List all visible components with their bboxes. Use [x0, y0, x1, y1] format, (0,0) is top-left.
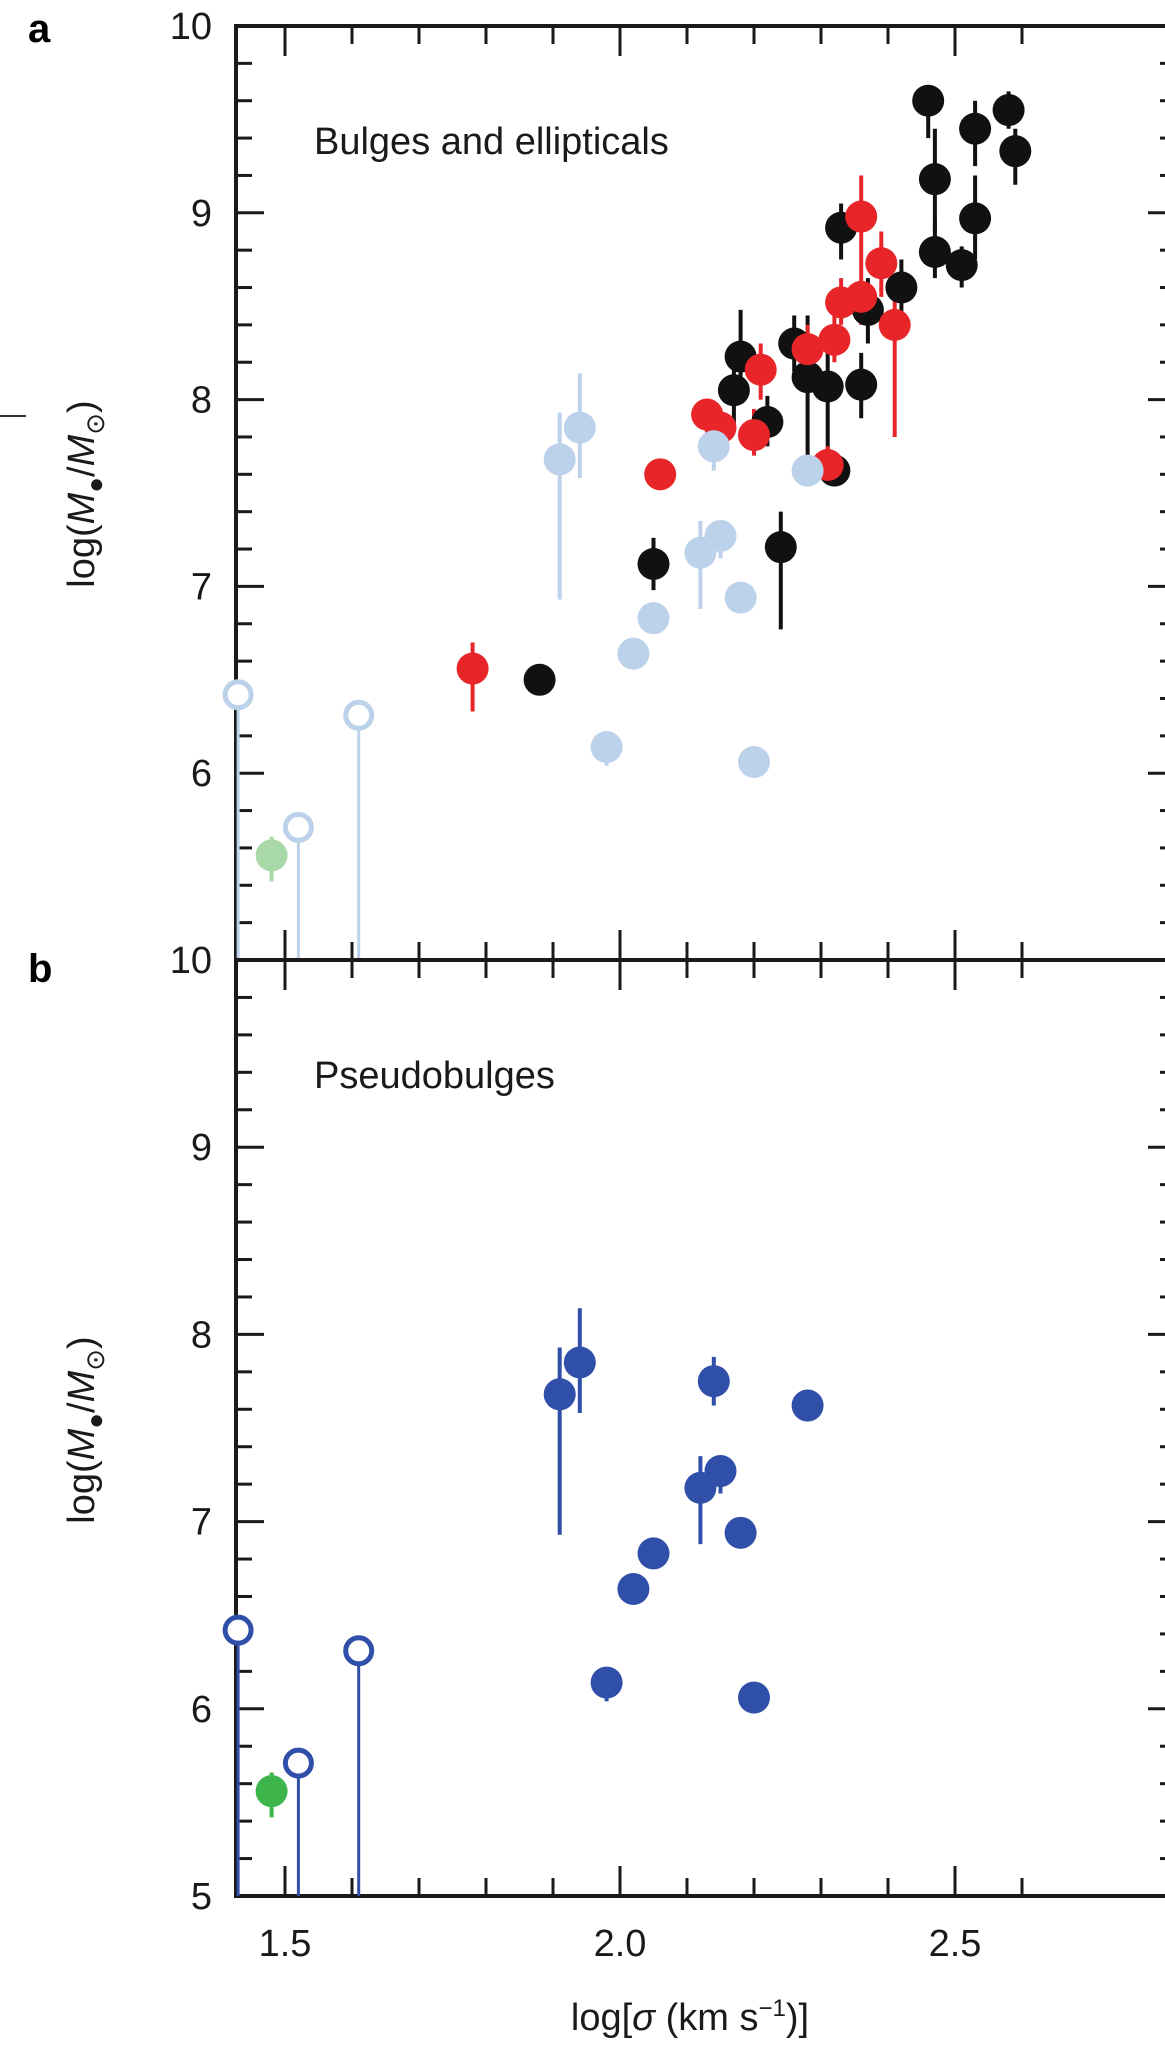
panel-a-letter: a: [28, 7, 51, 51]
panel-a-ticks: [236, 24, 1165, 962]
data-point: [918, 163, 951, 196]
data-point: [590, 731, 623, 764]
data-point: [543, 443, 576, 476]
data-point: [637, 547, 670, 580]
panel-a-y-axis-title: log(M●/M⊙): [61, 400, 110, 587]
data-point-open: [222, 679, 254, 711]
panel-b-points: [222, 1346, 824, 1808]
data-point: [563, 1346, 596, 1379]
y-tick-label: 8: [191, 380, 212, 422]
panel-b-plot-area: [234, 958, 1165, 1898]
panel-b-letter: b: [28, 947, 52, 991]
data-point: [738, 745, 770, 778]
data-point: [845, 368, 878, 401]
data-point: [845, 280, 878, 313]
panel-a-plot-area: [234, 24, 1165, 962]
panel-b-y-axis-title: log(M●/M⊙): [61, 1336, 110, 1523]
x-tick-label: 2.0: [594, 1923, 647, 1965]
data-point: [456, 652, 489, 685]
data-point: [791, 454, 824, 487]
data-point: [704, 1455, 737, 1488]
data-point-open: [282, 1747, 314, 1779]
data-point: [717, 374, 750, 407]
y-tick-label: 9: [191, 1127, 212, 1169]
data-point: [959, 202, 992, 235]
data-point: [811, 370, 844, 403]
data-point-open: [282, 811, 314, 843]
data-point: [724, 1516, 757, 1549]
data-point: [791, 333, 824, 366]
data-point: [644, 458, 677, 491]
panel-a-error-bars: [236, 91, 1018, 960]
data-point: [563, 411, 596, 444]
panel-a-y-tick-labels: 6 7 8 9 10: [170, 6, 212, 795]
panel-a-points: [222, 84, 1032, 872]
data-point: [818, 323, 851, 356]
panel-b-x-axis-title: log[σ (km s−1)]: [571, 1995, 809, 2039]
data-point: [704, 519, 737, 552]
data-point: [918, 236, 951, 269]
data-point: [543, 1378, 576, 1411]
data-point-open: [343, 1635, 375, 1667]
data-point: [617, 637, 650, 670]
x-tick-label: 2.5: [929, 1923, 982, 1965]
x-tick-label: 1.5: [259, 1923, 312, 1965]
data-point: [744, 353, 777, 386]
data-point: [697, 1365, 730, 1398]
data-point: [999, 135, 1032, 168]
data-point: [637, 1537, 670, 1570]
data-point: [992, 94, 1025, 127]
y-tick-label: 6: [191, 1689, 212, 1731]
y-tick-label: 7: [191, 1502, 212, 1544]
y-tick-label: 7: [191, 566, 212, 608]
data-point: [885, 271, 918, 304]
y-tick-label: 10: [170, 940, 212, 982]
y-tick-label: 5: [191, 1876, 212, 1918]
data-point: [637, 602, 670, 635]
data-point: [255, 839, 288, 872]
data-point: [865, 247, 898, 280]
panel-b-annotation: Pseudobulges: [314, 1055, 555, 1097]
data-point: [845, 200, 878, 233]
y-tick-label: 8: [191, 1314, 212, 1356]
data-point: [878, 308, 911, 341]
data-point: [617, 1572, 650, 1605]
panel-a: a 6 7 8 9 10 Bulges and ellipticals log(M●/M…: [28, 6, 1165, 962]
data-point: [738, 419, 770, 452]
data-point: [791, 1389, 824, 1422]
y-tick-label: 6: [191, 753, 212, 795]
data-point: [255, 1775, 288, 1808]
panel-b-error-bars: [236, 1308, 723, 1896]
data-point: [912, 84, 945, 117]
data-point: [738, 1681, 770, 1714]
data-point: [764, 531, 797, 564]
data-point: [945, 249, 978, 282]
data-point: [697, 430, 730, 463]
panel-b-x-tick-labels: 1.5 2.0 2.5: [259, 1923, 982, 1965]
panel-b-y-tick-labels: 5 6 7 8 9 10: [170, 940, 212, 1918]
data-point-open: [222, 1614, 254, 1646]
panel-b-ticks: [236, 958, 1165, 1898]
y-tick-label: 9: [191, 193, 212, 235]
data-point: [724, 581, 757, 614]
data-point: [959, 112, 992, 145]
panel-a-annotation: Bulges and ellipticals: [314, 121, 669, 163]
panel-b: b 5 6 7 8 9 10 1.5 2.0 2.5 Pseudobulges log(M●/…: [28, 940, 1165, 2039]
data-point: [590, 1666, 623, 1699]
y-tick-label: 10: [170, 6, 212, 48]
data-point-open: [343, 699, 375, 731]
data-point: [523, 663, 556, 696]
